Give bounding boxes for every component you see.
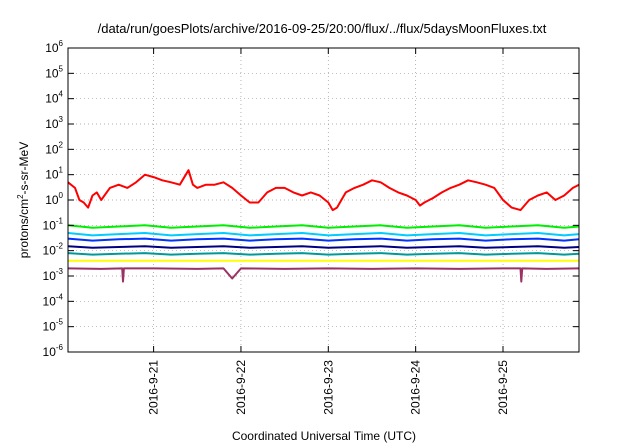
chart-title: /data/run/goesPlots/archive/2016-09-25/2… <box>98 21 547 36</box>
series-line-3 <box>67 232 580 237</box>
series-line-2 <box>67 224 580 229</box>
series-line-5 <box>67 245 580 249</box>
series-line-8 <box>67 267 580 283</box>
x-tick-label: 2016-9-23 <box>321 360 335 415</box>
y-tick-label: 10-4 <box>43 292 64 308</box>
y-tick-label: 10-2 <box>43 242 64 258</box>
y-tick-label: 106 <box>45 39 63 55</box>
y-axis: 10-6 10-5 10-4 10-3 10-2 10-1 100 101 102 103 104 1… <box>43 39 579 359</box>
x-tick-label: 2016-9-22 <box>234 360 248 415</box>
x-tick-label: 2016-9-21 <box>147 360 161 415</box>
series-group <box>67 169 580 283</box>
y-tick-label: 10-3 <box>43 267 64 283</box>
y-tick-label: 102 <box>45 140 63 156</box>
series-line-6 <box>67 252 580 256</box>
y-tick-label: 10-6 <box>43 343 64 359</box>
y-tick-label: 10-5 <box>43 318 64 334</box>
y-tick-label: 10-1 <box>43 216 64 232</box>
x-axis-label: Coordinated Universal Time (UTC) <box>232 429 416 443</box>
series-line-4 <box>67 237 580 242</box>
x-axis: 2016-9-21 2016-9-22 2016-9-23 2016-9-24 2016… <box>147 48 510 415</box>
y-tick-label: 105 <box>45 64 63 80</box>
y-tick-label: 104 <box>45 90 63 106</box>
y-tick-label: 100 <box>45 191 63 207</box>
series-line-1 <box>67 169 580 212</box>
x-tick-label: 2016-9-25 <box>496 360 510 415</box>
y-tick-label: 101 <box>45 166 63 182</box>
x-tick-label: 2016-9-24 <box>409 360 423 415</box>
y-tick-label: 103 <box>45 115 63 131</box>
y-axis-label: protons/cm2-s-sr-MeV <box>16 142 31 258</box>
